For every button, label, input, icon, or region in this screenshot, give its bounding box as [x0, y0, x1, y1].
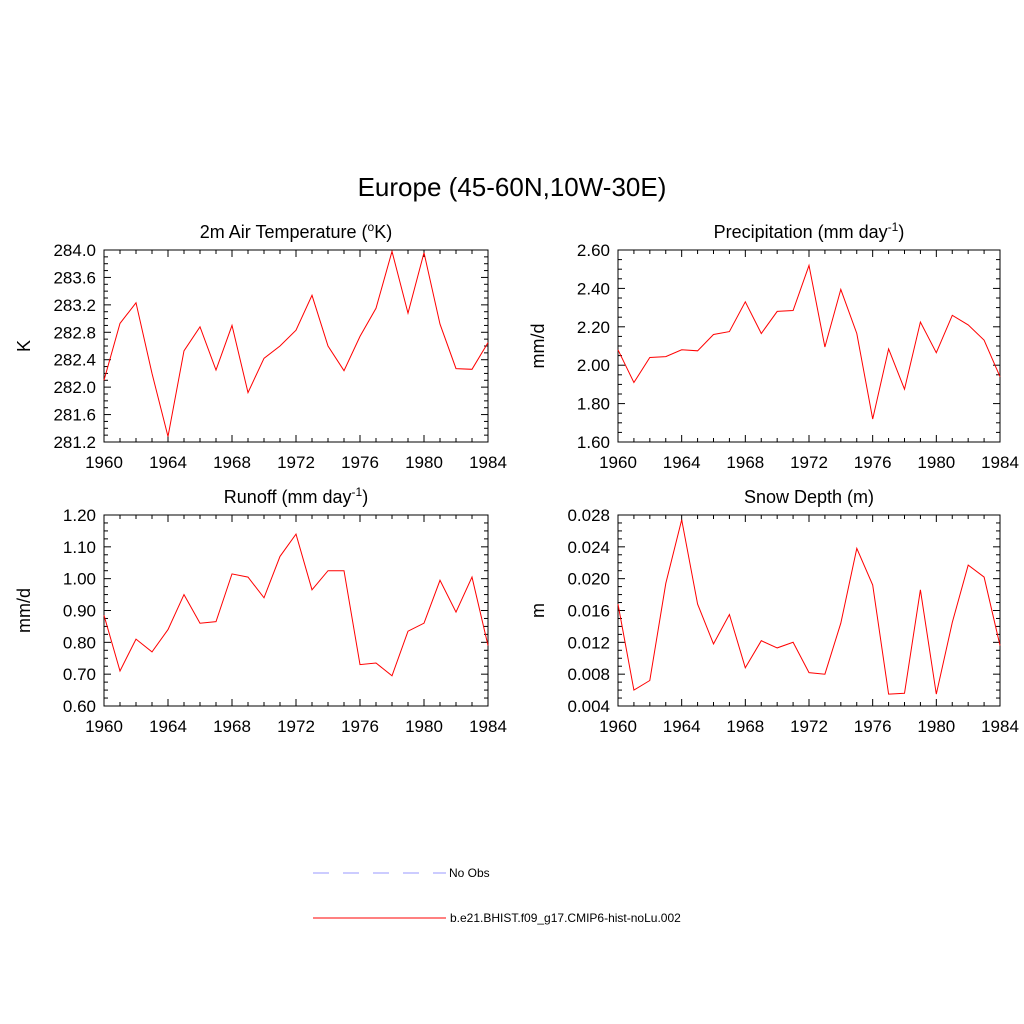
x-tick-label: 1960 — [85, 453, 123, 472]
y-tick-label: 0.012 — [567, 633, 610, 652]
x-tick-label: 1980 — [917, 717, 955, 736]
x-tick-label: 1960 — [599, 717, 637, 736]
x-tick-label: 1972 — [790, 717, 828, 736]
x-tick-label: 1976 — [341, 453, 379, 472]
y-tick-label: 0.90 — [63, 602, 96, 621]
panel-title: 2m Air Temperature (oK) — [200, 220, 392, 242]
y-tick-label: 1.60 — [577, 433, 610, 452]
y-tick-label: 0.016 — [567, 602, 610, 621]
y-tick-label: 0.004 — [567, 697, 610, 716]
y-tick-label: 282.0 — [53, 378, 96, 397]
x-tick-label: 1964 — [149, 717, 187, 736]
x-tick-label: 1976 — [341, 717, 379, 736]
panel-title-superscript: o — [368, 220, 375, 234]
figure-title: Europe (45-60N,10W-30E) — [358, 172, 667, 202]
panel-title: Snow Depth (m) — [744, 487, 874, 507]
y-tick-label: 1.10 — [63, 538, 96, 557]
plot-frame — [617, 249, 1001, 443]
chart-panel-1: 2m Air Temperature (oK) K 1960 1964 1968 1972… — [14, 220, 507, 472]
panels: 2m Air Temperature (oK) K 1960 1964 1968 1972… — [14, 220, 1019, 736]
x-tick-label: 1980 — [405, 717, 443, 736]
y-tick-label: 0.008 — [567, 665, 610, 684]
x-tick-label: 1976 — [854, 453, 892, 472]
y-tick-label: 281.6 — [53, 406, 96, 425]
panel-title-superscript: -1 — [352, 485, 363, 499]
y-tick-label: 2.00 — [577, 356, 610, 375]
y-tick-label: 2.40 — [577, 279, 610, 298]
series-line — [617, 519, 1001, 695]
y-tick-label: 282.8 — [53, 323, 96, 342]
legend-label: b.e21.BHIST.f09_g17.CMIP6-hist-noLu.002 — [450, 911, 681, 925]
y-tick-label: 0.020 — [567, 570, 610, 589]
panel-title-superscript: -1 — [888, 220, 899, 234]
x-tick-label: 1984 — [981, 453, 1019, 472]
x-tick-label: 1964 — [663, 453, 701, 472]
y-tick-label: 0.60 — [63, 697, 96, 716]
x-tick-label: 1972 — [277, 453, 315, 472]
y-tick-label: 2.20 — [577, 318, 610, 337]
panel-title-end: ) — [898, 222, 904, 242]
y-axis-label: K — [14, 340, 34, 352]
x-tick-label: 1972 — [277, 717, 315, 736]
y-tick-label: 0.028 — [567, 506, 610, 525]
y-tick-label: 283.6 — [53, 268, 96, 287]
x-tick-label: 1984 — [469, 717, 507, 736]
x-tick-label: 1968 — [726, 717, 764, 736]
x-tick-label: 1960 — [599, 453, 637, 472]
y-tick-label: 0.80 — [63, 633, 96, 652]
panel-title-main: Precipitation (mm day — [714, 222, 888, 242]
x-tick-label: 1968 — [213, 717, 251, 736]
y-tick-label: 284.0 — [53, 241, 96, 260]
y-tick-label: 0.024 — [567, 538, 610, 557]
y-axis-label: mm/d — [14, 588, 34, 633]
x-tick-label: 1964 — [149, 453, 187, 472]
panel-title-end: K) — [374, 222, 392, 242]
chart-panel-2: Precipitation (mm day-1) mm/d 1960 1964 1968… — [528, 220, 1019, 472]
x-tick-label: 1968 — [726, 453, 764, 472]
panel-title: Precipitation (mm day-1) — [714, 220, 905, 242]
x-tick-label: 1972 — [790, 453, 828, 472]
y-tick-label: 1.80 — [577, 395, 610, 414]
plot-frame — [103, 514, 489, 707]
panel-title-main: Runoff (mm day — [224, 487, 352, 507]
series-line — [617, 263, 1001, 420]
y-tick-label: 283.2 — [53, 296, 96, 315]
x-tick-label: 1980 — [405, 453, 443, 472]
panel-title: Runoff (mm day-1) — [224, 485, 368, 507]
y-tick-label: 1.00 — [63, 570, 96, 589]
panel-title-end: ) — [362, 487, 368, 507]
y-axis-label: mm/d — [528, 324, 548, 369]
series-line — [103, 532, 489, 677]
y-tick-label: 2.60 — [577, 241, 610, 260]
x-tick-label: 1968 — [213, 453, 251, 472]
y-tick-label: 281.2 — [53, 433, 96, 452]
y-tick-label: 0.70 — [63, 665, 96, 684]
x-tick-label: 1984 — [469, 453, 507, 472]
y-axis-label: m — [528, 603, 548, 618]
x-tick-label: 1980 — [917, 453, 955, 472]
panel-title-main: 2m Air Temperature ( — [200, 222, 368, 242]
x-tick-label: 1960 — [85, 717, 123, 736]
series-line — [103, 249, 489, 437]
chart-panel-3: Runoff (mm day-1) mm/d 1960 1964 1968 1972 197… — [14, 485, 507, 736]
chart-panel-4: Snow Depth (m) m 1960 1964 1968 1972 1976 1980 1… — [528, 487, 1019, 736]
legend: No Obs b.e21.BHIST.f09_g17.CMIP6-hist-noL… — [313, 866, 681, 925]
panel-title-main: Snow Depth (m) — [744, 487, 874, 507]
x-tick-label: 1984 — [981, 717, 1019, 736]
y-tick-label: 282.4 — [53, 351, 96, 370]
x-tick-label: 1964 — [663, 717, 701, 736]
x-tick-label: 1976 — [854, 717, 892, 736]
legend-label: No Obs — [449, 866, 490, 880]
y-tick-label: 1.20 — [63, 506, 96, 525]
